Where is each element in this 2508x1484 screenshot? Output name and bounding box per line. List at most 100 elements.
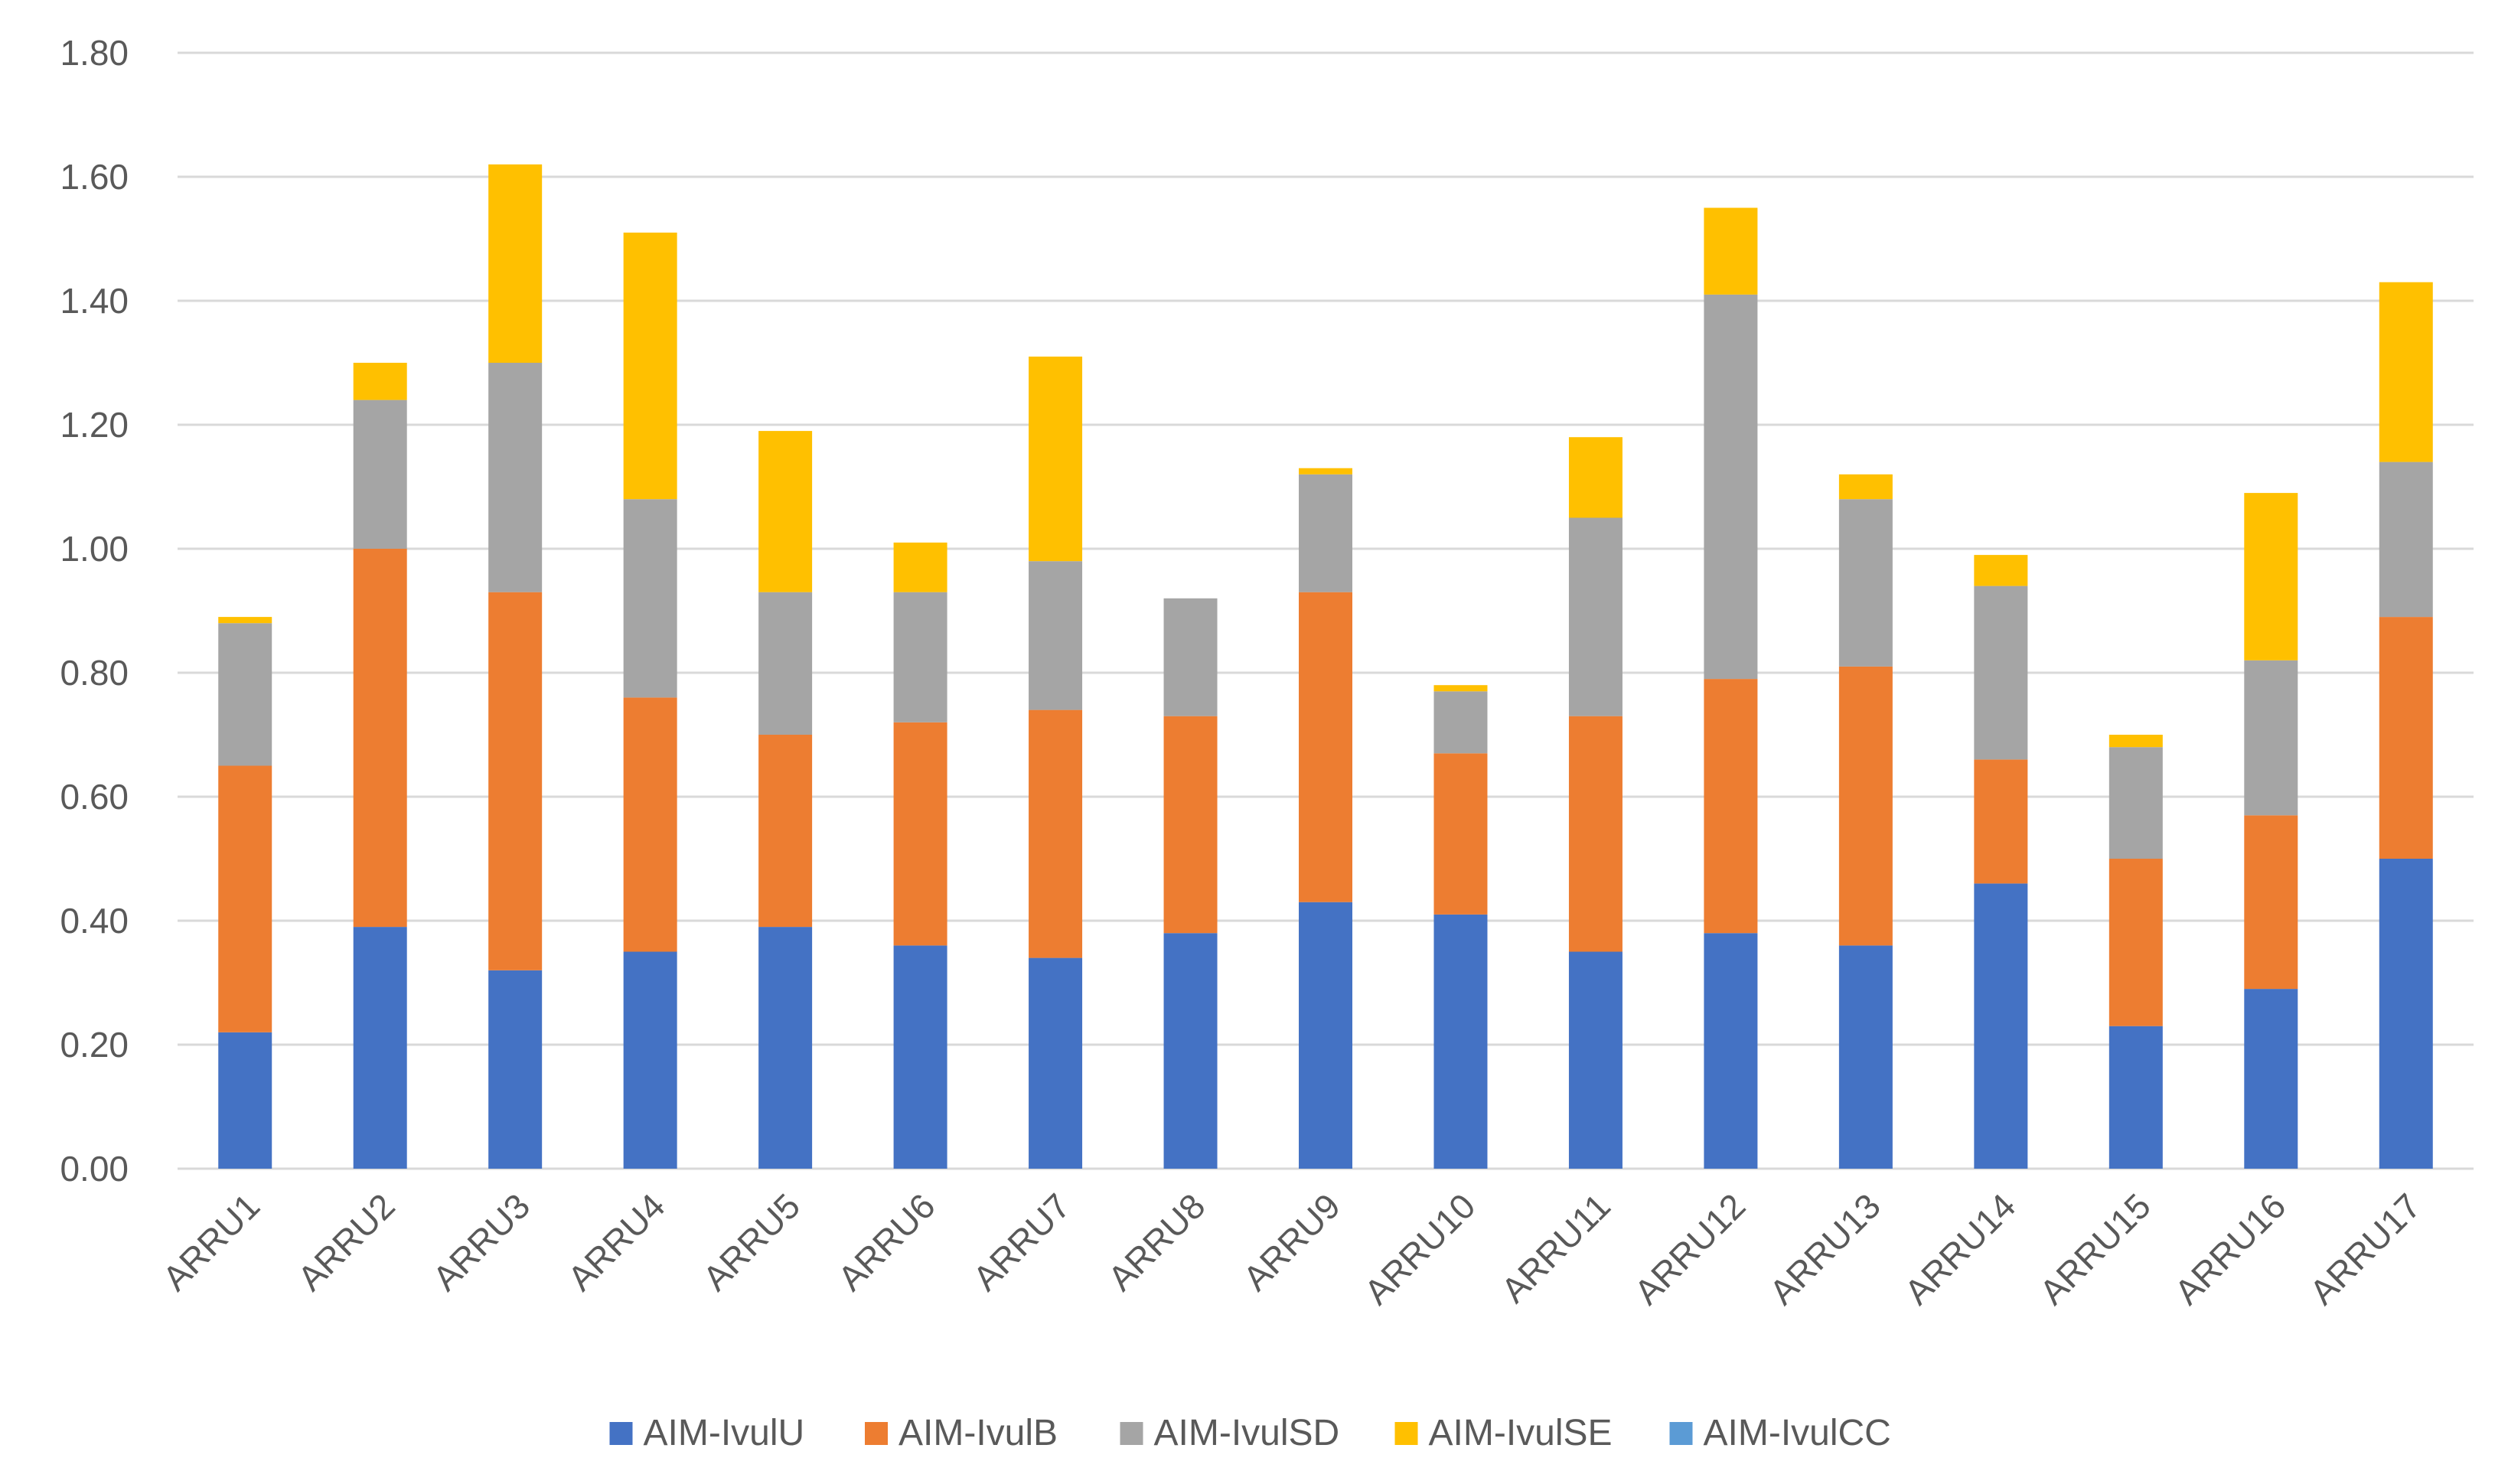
bar-segment-aim-ivulu: [1163, 933, 1218, 1169]
bar-segment-aim-ivulse: [1568, 437, 1623, 518]
y-tick-label: 0.60: [60, 777, 129, 817]
bar-segment-aim-ivulsd: [1433, 691, 1488, 754]
bar-segment-aim-ivulsd: [893, 592, 947, 722]
bar-segment-aim-ivulb: [2379, 617, 2433, 859]
bar-segment-aim-ivulsd: [2379, 462, 2433, 618]
bar-segment-aim-ivulb: [2244, 815, 2298, 990]
bar-segment-aim-ivulb: [2108, 859, 2163, 1026]
bar-segment-aim-ivulsd: [1029, 561, 1083, 710]
x-tick-label: ARRU11: [1493, 1186, 1618, 1310]
legend-label: AIM-IvulCC: [1704, 1413, 1891, 1453]
bar-segment-aim-ivulu: [353, 927, 407, 1169]
bar-segment-aim-ivulsd: [758, 592, 813, 735]
bar-segment-aim-ivulu: [1029, 957, 1083, 1169]
bar-segment-aim-ivulb: [1299, 592, 1352, 902]
x-tick-label: ARRU16: [2167, 1186, 2293, 1312]
bar-segment-aim-ivulse: [623, 232, 677, 500]
y-tick-label: 0.80: [60, 653, 129, 693]
bar-segment-aim-ivulse: [893, 542, 947, 592]
bar-segment-aim-ivulse: [1433, 685, 1488, 692]
bar-segment-aim-ivulse: [2108, 735, 2163, 748]
x-tick-label: ARRU8: [1101, 1186, 1213, 1298]
legend-swatch-aim-ivulu: [609, 1422, 633, 1445]
bar-segment-aim-ivulse: [353, 363, 407, 400]
legend-label: AIM-IvulSE: [1429, 1413, 1613, 1453]
bar-segment-aim-ivulb: [488, 592, 543, 970]
bar-segment-aim-ivulse: [1029, 356, 1083, 562]
x-tick-label: ARRU13: [1762, 1186, 1888, 1312]
bar-segment-aim-ivulb: [1838, 666, 1893, 946]
x-axis-ticks: ARRU1 ARRU2 ARRU3 ARRU4 ARRU5 ARRU6 ARRU7 ARRU8…: [155, 1186, 2428, 1312]
legend-swatch-aim-ivulb: [865, 1422, 888, 1445]
bar-segment-aim-ivulsd: [2244, 660, 2298, 816]
bar-segment-aim-ivulu: [1433, 914, 1488, 1169]
bar-segment-aim-ivulsd: [353, 400, 407, 549]
bar-segment-aim-ivulu: [1568, 951, 1623, 1169]
y-tick-label: 1.00: [60, 529, 129, 569]
legend-swatch-aim-ivulcc: [1669, 1422, 1693, 1445]
y-tick-label: 1.80: [60, 33, 129, 73]
x-tick-label: ARRU9: [1235, 1186, 1348, 1298]
x-tick-label: ARRU3: [425, 1186, 537, 1298]
bar-segment-aim-ivulse: [1838, 474, 1893, 500]
bar-segment-aim-ivulse: [2379, 282, 2433, 462]
y-tick-label: 0.40: [60, 901, 129, 941]
bar-segment-aim-ivulu: [2244, 989, 2298, 1169]
bar-segment-aim-ivulu: [2379, 859, 2433, 1169]
bar-segment-aim-ivulsd: [1974, 585, 2028, 760]
legend-label: AIM-IvulU: [644, 1413, 805, 1453]
legend: AIM-IvulU AIM-IvulB AIM-IvulSD AIM-IvulSE AI…: [609, 1413, 1891, 1453]
bars: [218, 164, 2433, 1169]
y-tick-label: 1.60: [60, 157, 129, 197]
x-tick-label: ARRU2: [290, 1186, 403, 1298]
bar-segment-aim-ivulu: [1838, 945, 1893, 1169]
bar-segment-aim-ivulu: [1704, 933, 1758, 1169]
bar-segment-aim-ivulsd: [1704, 294, 1758, 680]
x-tick-label: ARRU14: [1896, 1186, 2023, 1312]
y-tick-label: 1.20: [60, 405, 129, 445]
bar-segment-aim-ivulsd: [1568, 517, 1623, 716]
bar-segment-aim-ivulu: [623, 951, 677, 1169]
legend-label: AIM-IvulB: [899, 1413, 1058, 1453]
bar-segment-aim-ivulse: [1704, 207, 1758, 295]
bar-segment-aim-ivulb: [758, 735, 813, 928]
y-tick-label: 0.00: [60, 1149, 129, 1189]
bar-segment-aim-ivulsd: [1299, 474, 1352, 592]
bar-segment-aim-ivulb: [218, 765, 272, 1032]
bar-segment-aim-ivulse: [1299, 468, 1352, 475]
bar-segment-aim-ivulb: [1029, 709, 1083, 958]
x-tick-label: ARRU6: [830, 1186, 943, 1298]
legend-swatch-aim-ivulse: [1394, 1422, 1418, 1445]
bar-segment-aim-ivulb: [893, 722, 947, 946]
x-tick-label: ARRU4: [560, 1186, 673, 1298]
bar-segment-aim-ivulb: [1974, 759, 2028, 884]
bar-segment-aim-ivulb: [353, 549, 407, 928]
bar-segment-aim-ivulu: [758, 927, 813, 1169]
bar-segment-aim-ivulse: [1974, 555, 2028, 586]
legend-label: AIM-IvulSD: [1154, 1413, 1340, 1453]
x-tick-label: ARRU15: [2032, 1186, 2158, 1312]
bar-segment-aim-ivulu: [1299, 902, 1352, 1169]
bar-segment-aim-ivulsd: [1163, 598, 1218, 716]
bar-segment-aim-ivulb: [1568, 716, 1623, 952]
bar-segment-aim-ivulu: [488, 970, 543, 1169]
bar-segment-aim-ivulb: [1163, 716, 1218, 934]
bar-segment-aim-ivulse: [218, 617, 272, 624]
legend-swatch-aim-ivulsd: [1120, 1422, 1143, 1445]
x-tick-label: ARRU1: [155, 1186, 267, 1298]
bar-segment-aim-ivulsd: [218, 623, 272, 766]
bar-segment-aim-ivulse: [488, 164, 543, 364]
bar-segment-aim-ivulu: [893, 945, 947, 1169]
x-tick-label: ARRU5: [695, 1186, 807, 1298]
y-axis-ticks: 0.00 0.20 0.40 0.60 0.80 1.00 1.20 1.40 1.60 1.80: [60, 33, 129, 1189]
x-tick-label: ARRU7: [965, 1186, 1078, 1298]
bar-segment-aim-ivulsd: [488, 363, 543, 592]
y-tick-label: 0.20: [60, 1025, 129, 1065]
bar-segment-aim-ivulb: [623, 697, 677, 952]
bar-segment-aim-ivulsd: [2108, 747, 2163, 859]
bar-segment-aim-ivulb: [1704, 679, 1758, 934]
y-tick-label: 1.40: [60, 281, 129, 321]
bar-segment-aim-ivulsd: [1838, 499, 1893, 667]
bar-segment-aim-ivulu: [1974, 883, 2028, 1169]
